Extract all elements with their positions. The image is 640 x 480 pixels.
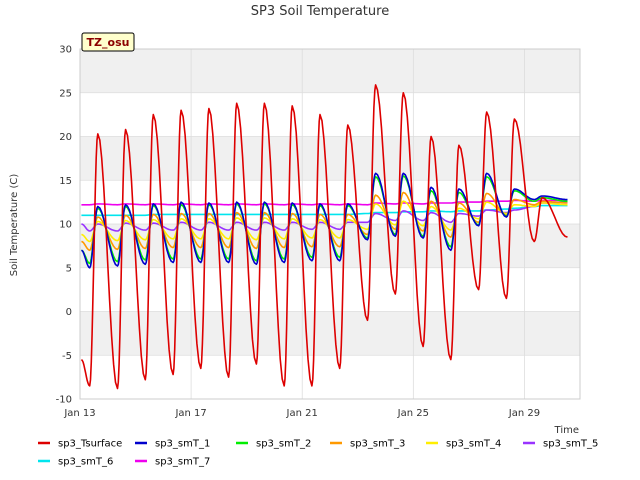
y-tick-label: -10 bbox=[56, 395, 72, 406]
legend-item-sp3_smT_4: sp3_smT_4 bbox=[426, 439, 501, 450]
legend-item-sp3_smT_5: sp3_smT_5 bbox=[523, 439, 598, 450]
chart-title: SP3 Soil Temperature bbox=[251, 4, 389, 19]
legend-label: sp3_smT_6 bbox=[58, 457, 113, 468]
legend-item-sp3_smT_2: sp3_smT_2 bbox=[236, 439, 311, 450]
legend-item-sp3_smT_7: sp3_smT_7 bbox=[135, 457, 210, 468]
y-tick-label: 10 bbox=[59, 220, 72, 231]
legend-item-sp3_smT_6: sp3_smT_6 bbox=[38, 457, 113, 468]
x-tick-label: Jan 13 bbox=[63, 408, 95, 419]
x-axis-label: Time bbox=[554, 425, 579, 436]
x-tick-label: Jan 17 bbox=[174, 408, 206, 419]
timezone-badge-label: TZ_osu bbox=[87, 36, 130, 49]
plot-band bbox=[80, 49, 580, 93]
timezone-badge: TZ_osu bbox=[81, 32, 135, 52]
x-axis-ticks: Jan 13 Jan 17 Jan 21 Jan 25 Jan 29 bbox=[63, 408, 540, 419]
legend-label: sp3_smT_1 bbox=[155, 439, 210, 450]
x-tick-label: Jan 29 bbox=[508, 408, 540, 419]
legend: sp3_Tsurface sp3_smT_1 sp3_smT_2 sp3_smT_3 s… bbox=[38, 439, 598, 468]
series-line-sp3_smT_7 bbox=[81, 199, 568, 206]
plot-frame bbox=[79, 48, 581, 400]
timezone-badge-box bbox=[81, 32, 135, 52]
legend-label: sp3_smT_3 bbox=[350, 439, 405, 450]
y-tick-label: 20 bbox=[59, 132, 72, 143]
y-tick-label: 30 bbox=[59, 45, 72, 56]
y-tick-label: -5 bbox=[62, 351, 72, 362]
legend-label: sp3_smT_4 bbox=[446, 439, 501, 450]
legend-item-sp3_smT_3: sp3_smT_3 bbox=[330, 439, 405, 450]
y-axis-label: Soil Temperature (C) bbox=[9, 174, 20, 277]
y-tick-label: 25 bbox=[59, 88, 72, 99]
legend-label: sp3_smT_5 bbox=[543, 439, 598, 450]
y-tick-label: 0 bbox=[66, 307, 72, 318]
plot-band bbox=[80, 136, 580, 181]
y-axis-ticks: -10 -5 0 5 10 15 20 25 30 bbox=[56, 45, 72, 406]
series-line-sp3_Tsurface bbox=[80, 84, 568, 390]
plot-band bbox=[80, 311, 580, 356]
legend-label: sp3_Tsurface bbox=[58, 439, 122, 450]
y-tick-label: 5 bbox=[66, 263, 72, 274]
legend-label: sp3_smT_7 bbox=[155, 457, 210, 468]
x-tick-label: Jan 21 bbox=[286, 408, 318, 419]
legend-item-sp3_smT_1: sp3_smT_1 bbox=[135, 439, 210, 450]
y-tick-label: 15 bbox=[59, 176, 72, 187]
legend-item-sp3_Tsurface: sp3_Tsurface bbox=[38, 439, 122, 450]
legend-label: sp3_smT_2 bbox=[256, 439, 311, 450]
x-tick-label: Jan 25 bbox=[397, 408, 429, 419]
plot-border bbox=[79, 48, 581, 400]
series-lines bbox=[80, 84, 568, 390]
